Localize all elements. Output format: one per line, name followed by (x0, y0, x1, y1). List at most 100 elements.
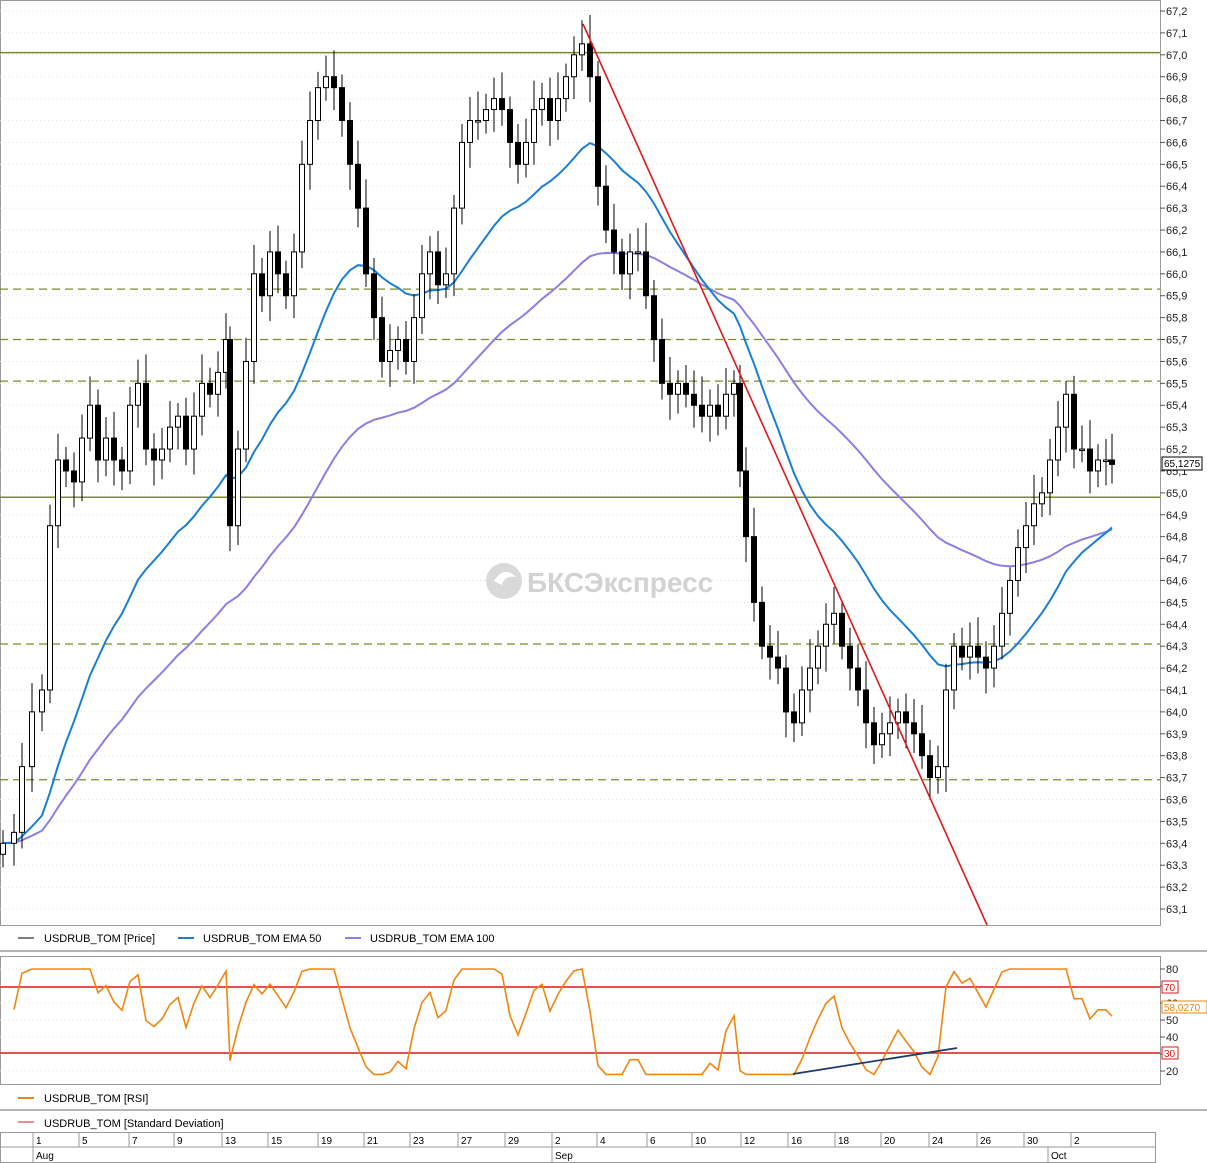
price-tick-label: 65,9 (1166, 291, 1187, 303)
candle-body (1095, 459, 1101, 472)
candle-body (299, 163, 305, 253)
time-tick-label: 4 (600, 1136, 606, 1147)
candle-body (95, 404, 101, 461)
price-tick-label: 66,6 (1166, 137, 1187, 149)
candle-body (783, 667, 789, 713)
candle-body (983, 656, 989, 669)
candle-body (475, 120, 481, 123)
price-tick-label: 65,5 (1166, 378, 1187, 390)
candle-body (47, 525, 53, 691)
candle-body (691, 393, 697, 406)
rsi-level-30-label: 30 (1164, 1049, 1176, 1060)
candle-body (1039, 492, 1045, 505)
price-tick-label: 64,2 (1166, 663, 1187, 675)
candle-body (227, 339, 233, 527)
time-tick-label: 15 (271, 1136, 283, 1147)
candle-body (515, 141, 521, 165)
candle-body (491, 98, 497, 111)
candle-body (183, 415, 189, 450)
candle-body (823, 623, 829, 647)
time-tick-label: 19 (321, 1136, 333, 1147)
candle-body (275, 251, 281, 275)
candle-body (759, 601, 765, 647)
time-tick-label: 27 (461, 1136, 473, 1147)
candle-body (419, 273, 425, 319)
candle-body (243, 360, 249, 450)
candle-body (371, 273, 377, 319)
candle-body (651, 295, 657, 341)
price-tick-label: 63,2 (1166, 882, 1187, 894)
legend-stddev: USDRUB_TOM [Standard Deviation] (44, 1118, 224, 1130)
candle-body (547, 98, 553, 122)
candle-body (355, 163, 361, 209)
candle-body (943, 689, 949, 768)
candle-body (151, 448, 157, 461)
candle-body (831, 612, 837, 625)
price-tick-label: 64,4 (1166, 619, 1187, 631)
candle-body (235, 448, 241, 527)
price-tick-label: 64,5 (1166, 597, 1187, 609)
candle-body (959, 645, 965, 658)
price-tick-label: 65,4 (1166, 400, 1187, 412)
candle-body (1087, 448, 1093, 472)
candle-body (507, 109, 513, 143)
candle-body (587, 43, 593, 78)
candle-body (1063, 393, 1069, 428)
month-label: Sep (555, 1151, 573, 1162)
last-price-label: 65,1275 (1164, 459, 1201, 470)
candle-body (199, 382, 205, 417)
price-tick-label: 65,8 (1166, 313, 1187, 325)
candle-body (191, 415, 197, 450)
horizontal-levels (0, 51, 1160, 781)
time-tick-label: 2 (555, 1136, 561, 1147)
candle-body (395, 339, 401, 351)
rsi-series (13, 968, 1113, 1076)
price-tick-label: 64,0 (1166, 707, 1187, 719)
time-tick-label: 9 (177, 1136, 183, 1147)
candle-body (167, 426, 173, 450)
price-tick-label: 63,5 (1166, 816, 1187, 828)
price-tick-label: 65,7 (1166, 335, 1187, 347)
price-tick-label: 65,0 (1166, 488, 1187, 500)
candle-body (347, 120, 353, 165)
time-axis: 1 5 7 9 13 15 19 21 23 27 29 2 4 6 10 12 16 18 20 24 26 30 2Au… (32, 1133, 1080, 1163)
candle-body (29, 711, 35, 768)
price-plot-frame (0, 0, 1161, 926)
candle-body (451, 207, 457, 275)
candle-body (791, 711, 797, 724)
candle-body (707, 404, 713, 417)
candle-body (11, 831, 17, 844)
candle-body (975, 645, 981, 658)
candle-body (743, 470, 749, 538)
candle-body (539, 98, 545, 111)
candle-body (55, 459, 61, 527)
candle-body (775, 656, 781, 669)
candle-body (1015, 547, 1021, 581)
candle-body (1079, 448, 1085, 452)
candle-body (839, 612, 845, 647)
candle-body (135, 382, 141, 406)
time-tick-label: 1 (36, 1136, 42, 1147)
price-tick-label: 66,8 (1166, 94, 1187, 106)
legend-ema50: USDRUB_TOM EMA 50 (203, 933, 321, 945)
rsi-tick-label: 20 (1166, 1066, 1178, 1078)
rsi-level-70-label: 70 (1164, 983, 1176, 994)
price-tick-label: 67,1 (1166, 28, 1187, 40)
candle-body (427, 251, 433, 275)
candle-body (871, 722, 877, 746)
candle-body (1109, 459, 1115, 465)
candle-body (919, 733, 925, 757)
candle-body (1047, 459, 1053, 494)
candle-body (855, 667, 861, 691)
price-tick-label: 66,9 (1166, 72, 1187, 84)
candle-body (723, 393, 729, 417)
candle-body (683, 382, 689, 395)
candle-body (659, 339, 665, 384)
ema-50-series (2, 141, 1113, 845)
candle-body (603, 185, 609, 231)
candle-body (79, 437, 85, 483)
time-tick-label: 12 (744, 1136, 756, 1147)
price-tick-label: 63,1 (1166, 904, 1187, 916)
candle-body (71, 470, 77, 483)
